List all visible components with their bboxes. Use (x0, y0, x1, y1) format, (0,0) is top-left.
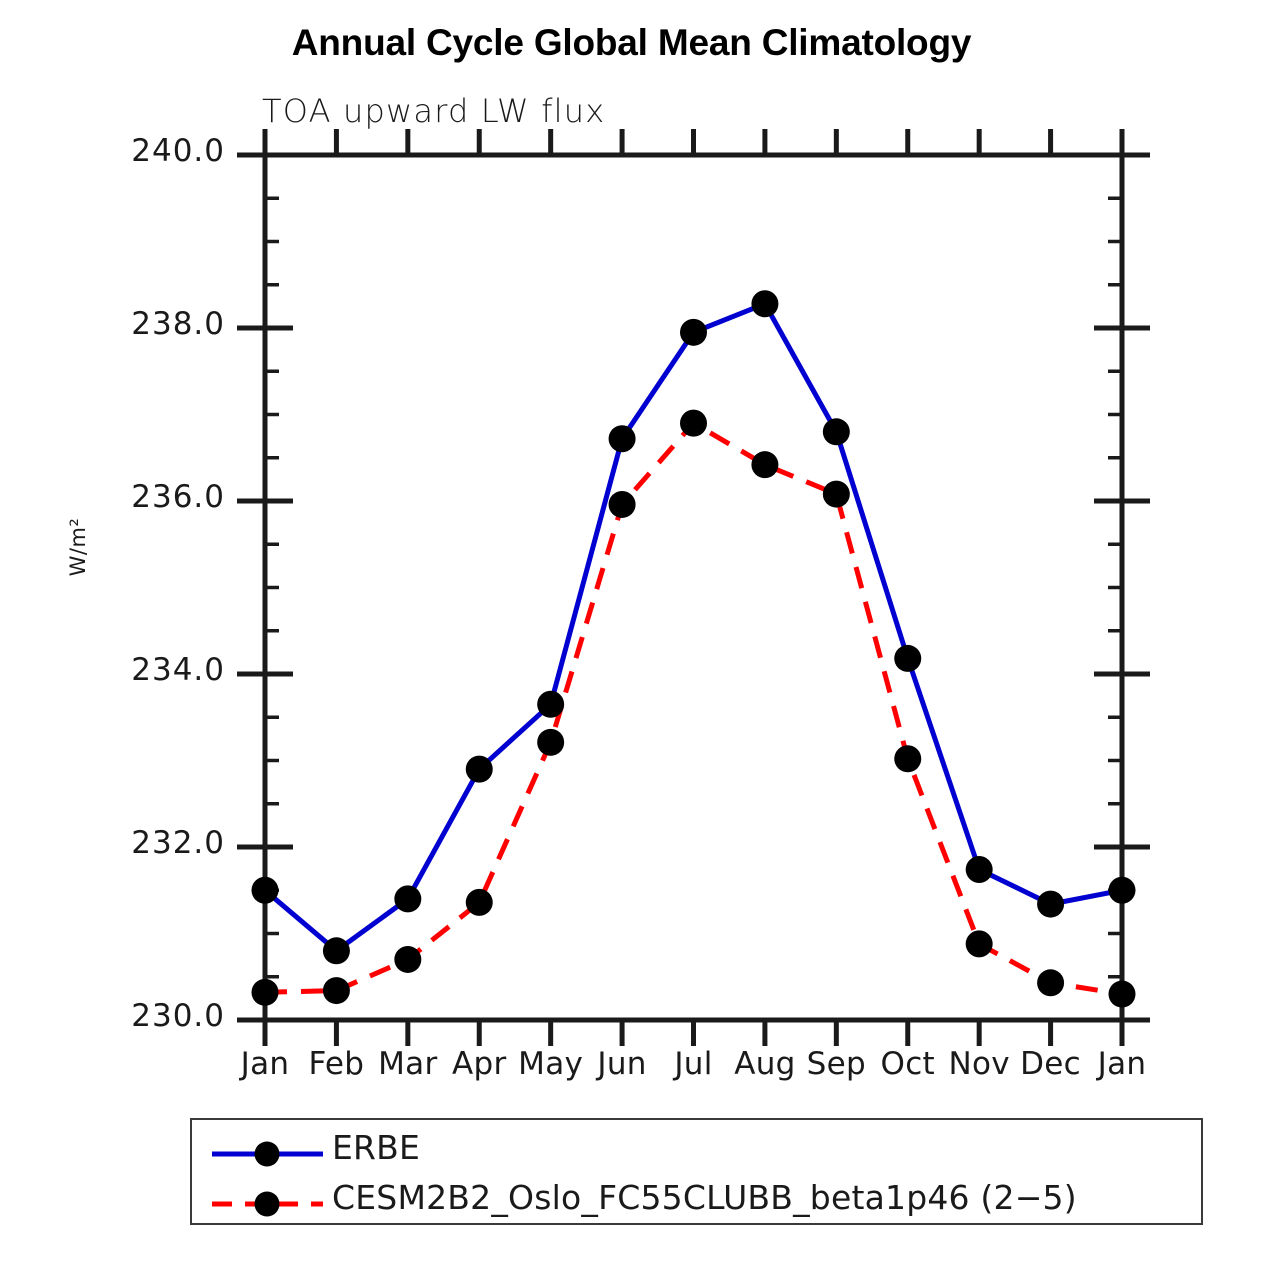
data-point-marker (822, 480, 850, 508)
data-point-marker (465, 755, 493, 783)
data-point-marker (751, 451, 779, 479)
data-series-layer (251, 290, 1136, 1008)
axis-frame (262, 152, 1125, 1023)
data-point-marker (680, 318, 707, 346)
legend-item: ERBE (192, 1128, 1201, 1178)
legend-label: ERBE (332, 1128, 421, 1167)
x-axis-tick-label: Sep (806, 1046, 866, 1082)
legend-item: CESM2B2_Oslo_FC55CLUBB_beta1p46 (2−5) (192, 1178, 1201, 1228)
legend-swatch (210, 1178, 325, 1228)
x-axis-tick-label: Dec (1020, 1046, 1082, 1082)
x-axis-tick-label: Nov (948, 1046, 1010, 1082)
data-point-marker (608, 490, 636, 518)
data-point-marker (894, 644, 922, 672)
axis-ticks (237, 129, 1150, 1046)
y-axis-tick-label: 232.0 (131, 825, 225, 861)
data-point-marker (537, 690, 565, 718)
data-point-marker (1108, 876, 1136, 904)
data-point-marker (965, 855, 993, 883)
legend-swatch (210, 1128, 325, 1178)
data-point-marker (1037, 969, 1065, 997)
x-axis-tick-label: Feb (308, 1046, 365, 1082)
x-axis-tick-label: Jan (1097, 1046, 1147, 1082)
plot-frame (262, 152, 1125, 1023)
x-axis-tick-label: Aug (734, 1046, 796, 1082)
series-line-erbe (263, 300, 1123, 954)
data-point-marker (394, 945, 422, 973)
chart-subtitle: TOA upward LW flux (262, 92, 606, 130)
data-point-marker (680, 409, 707, 437)
legend: ERBE CESM2B2_Oslo_FC55CLUBB_beta1p46 (2−5… (190, 1118, 1203, 1225)
y-axis-tick-label: 236.0 (131, 479, 225, 515)
data-point-marker (965, 930, 993, 958)
data-point-marker (537, 728, 565, 756)
data-point-marker (322, 977, 350, 1005)
data-point-marker (322, 937, 350, 965)
data-point-marker (251, 978, 279, 1006)
page-title: Annual Cycle Global Mean Climatology (291, 22, 972, 63)
x-axis-tick-label: Jul (674, 1046, 713, 1082)
x-axis-tick-label: Oct (880, 1046, 935, 1082)
y-axis-tick-label: 238.0 (131, 306, 225, 342)
y-axis-tick-label: 230.0 (131, 998, 225, 1034)
y-axis-tick-label: 234.0 (131, 652, 225, 688)
x-axis-tick-label: Apr (451, 1046, 507, 1082)
legend-label: CESM2B2_Oslo_FC55CLUBB_beta1p46 (2−5) (332, 1178, 1077, 1217)
data-point-marker (1108, 980, 1136, 1008)
x-axis-tick-label: May (518, 1046, 584, 1082)
x-axis-tick-label: Jun (597, 1046, 647, 1082)
data-point-marker (751, 290, 779, 318)
data-point-marker (1037, 890, 1065, 918)
x-axis-tick-label: Mar (378, 1046, 438, 1082)
x-axis-tick-label: Jan (240, 1046, 290, 1082)
data-point-marker (822, 418, 850, 446)
data-point-marker (251, 876, 279, 904)
data-point-marker (608, 425, 636, 453)
data-point-marker (894, 745, 922, 773)
data-point-marker (465, 888, 493, 916)
y-axis-tick-label: 240.0 (131, 133, 225, 169)
data-point-marker (394, 885, 422, 913)
